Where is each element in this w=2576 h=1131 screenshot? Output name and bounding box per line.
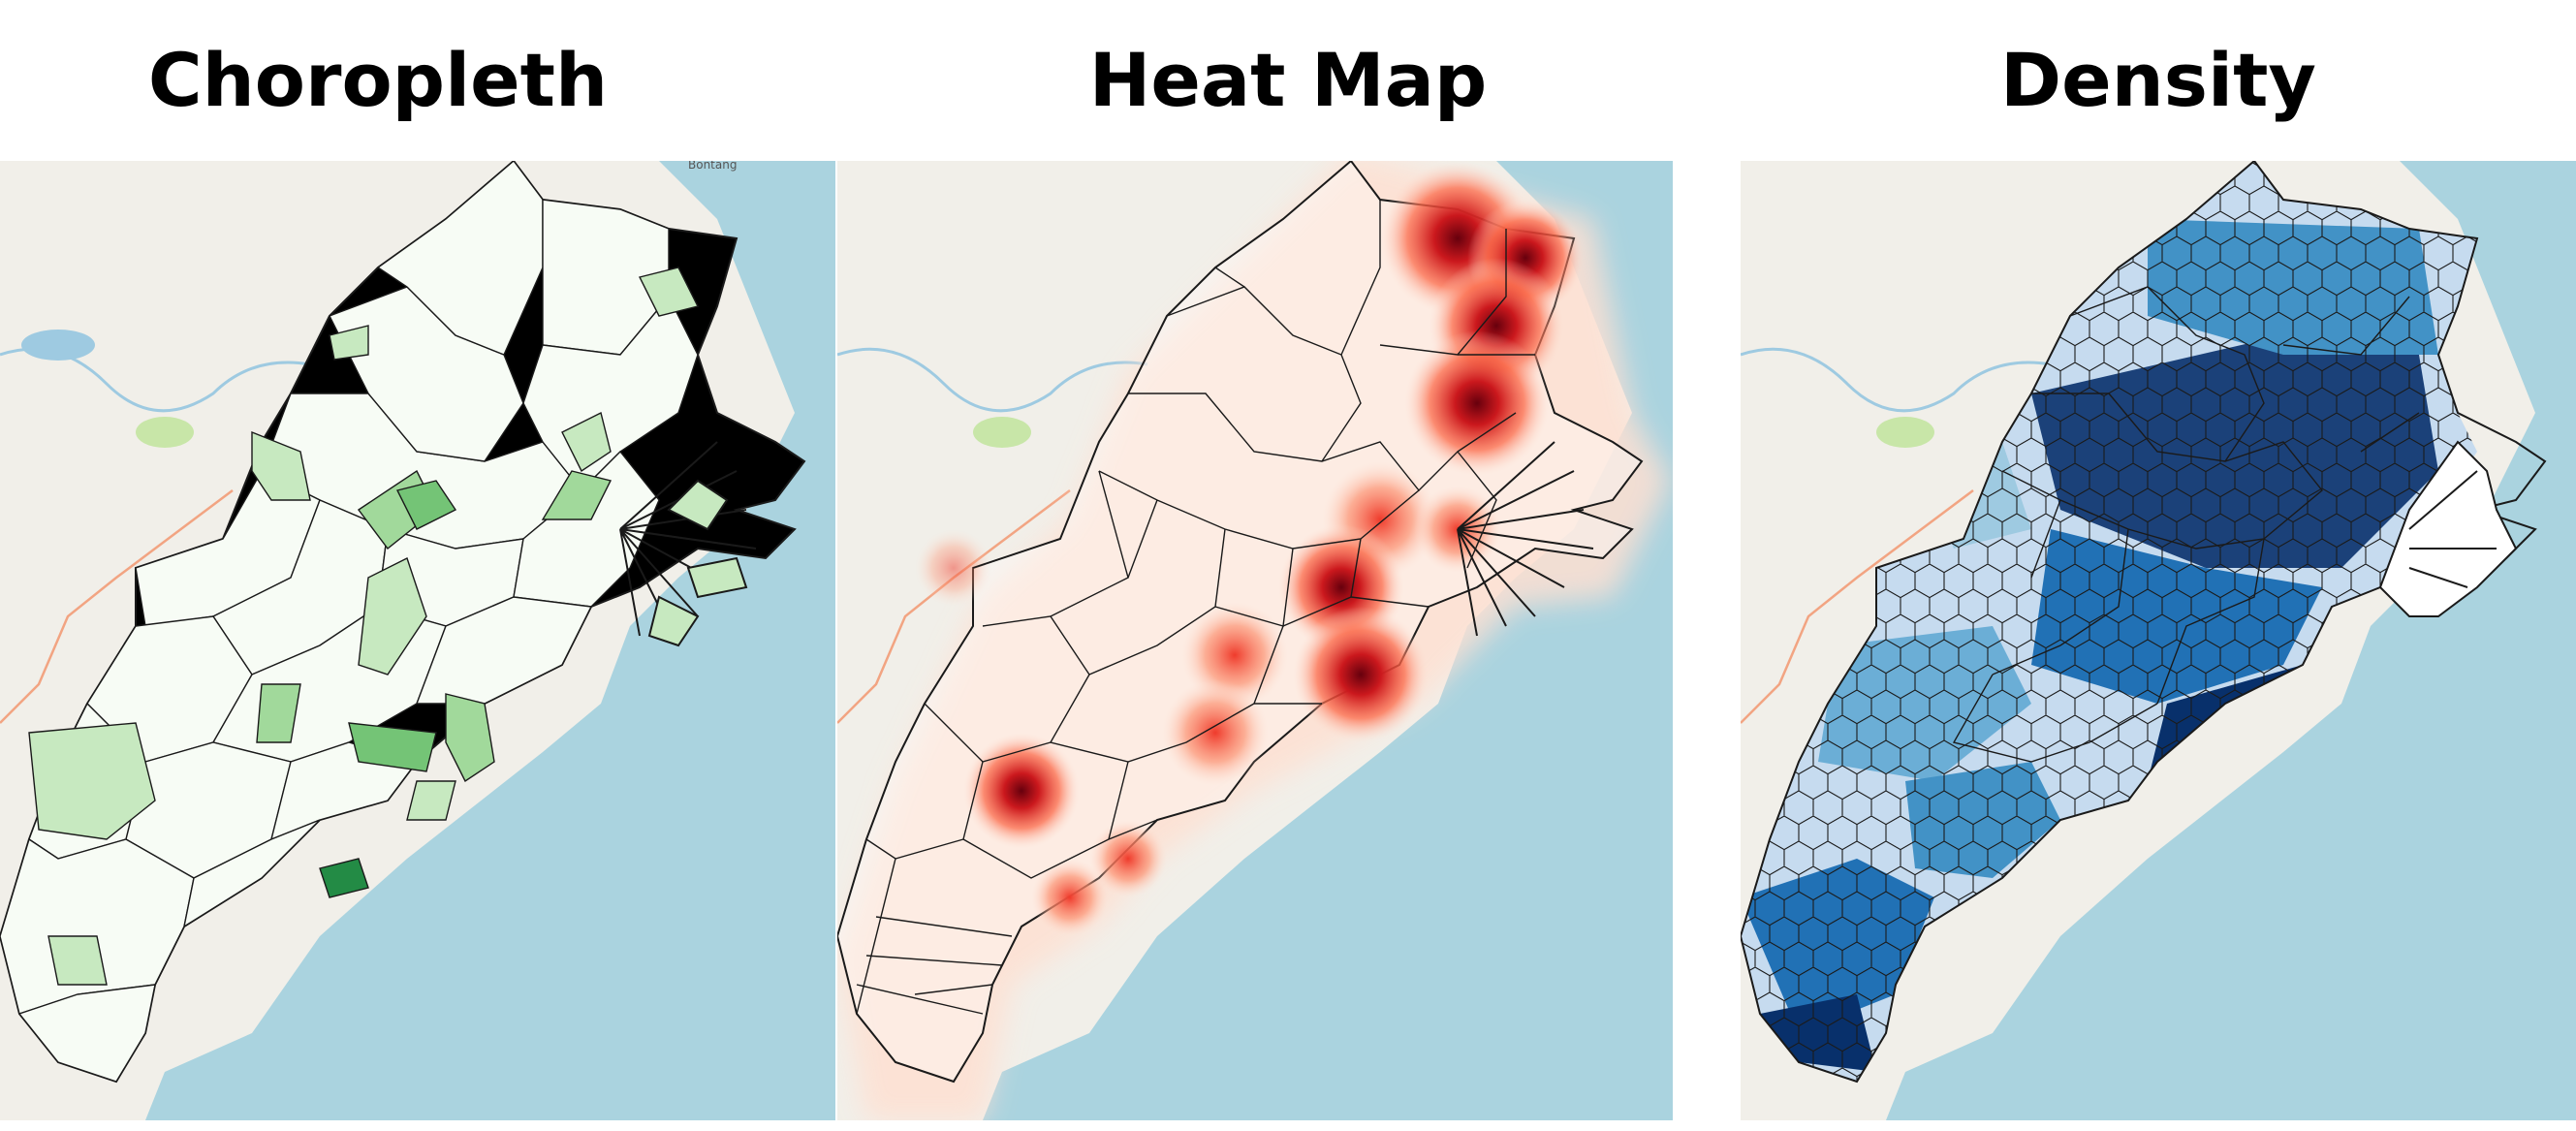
choropleth-map[interactable]: Bontang bbox=[0, 161, 835, 1120]
density-map-panel[interactable] bbox=[1741, 161, 2576, 1120]
river-delta bbox=[1457, 441, 1594, 637]
highlighted-districts bbox=[28, 267, 700, 986]
river-delta bbox=[2378, 440, 2518, 617]
district-boundaries bbox=[856, 200, 1535, 1083]
heat-map-title: Heat Map bbox=[1088, 37, 1488, 123]
density-title: Density bbox=[2000, 37, 2316, 123]
river-delta bbox=[619, 441, 757, 647]
sea-area bbox=[983, 161, 1673, 1120]
park-area bbox=[136, 417, 194, 448]
region-outline[interactable] bbox=[1741, 161, 2547, 1084]
heat-hotspots bbox=[915, 161, 1584, 936]
sea-area bbox=[1886, 161, 2576, 1120]
bontang-label: Bontang bbox=[688, 161, 737, 172]
river-line bbox=[837, 347, 1148, 413]
heat-map-panel[interactable] bbox=[837, 161, 1673, 1120]
choropleth-map-panel[interactable]: Bontang bbox=[0, 161, 835, 1120]
sea-area bbox=[145, 161, 835, 1120]
lake-shape bbox=[21, 330, 95, 361]
park-area bbox=[1876, 417, 1934, 448]
density-map[interactable] bbox=[1741, 161, 2576, 1120]
district-boundaries bbox=[1952, 286, 2420, 763]
park-area bbox=[973, 417, 1031, 448]
road-line bbox=[1741, 489, 1974, 724]
road-line bbox=[0, 489, 234, 724]
river-line bbox=[1741, 347, 2052, 413]
heat-map[interactable] bbox=[837, 161, 1673, 1120]
choropleth-title: Choropleth bbox=[147, 37, 609, 123]
